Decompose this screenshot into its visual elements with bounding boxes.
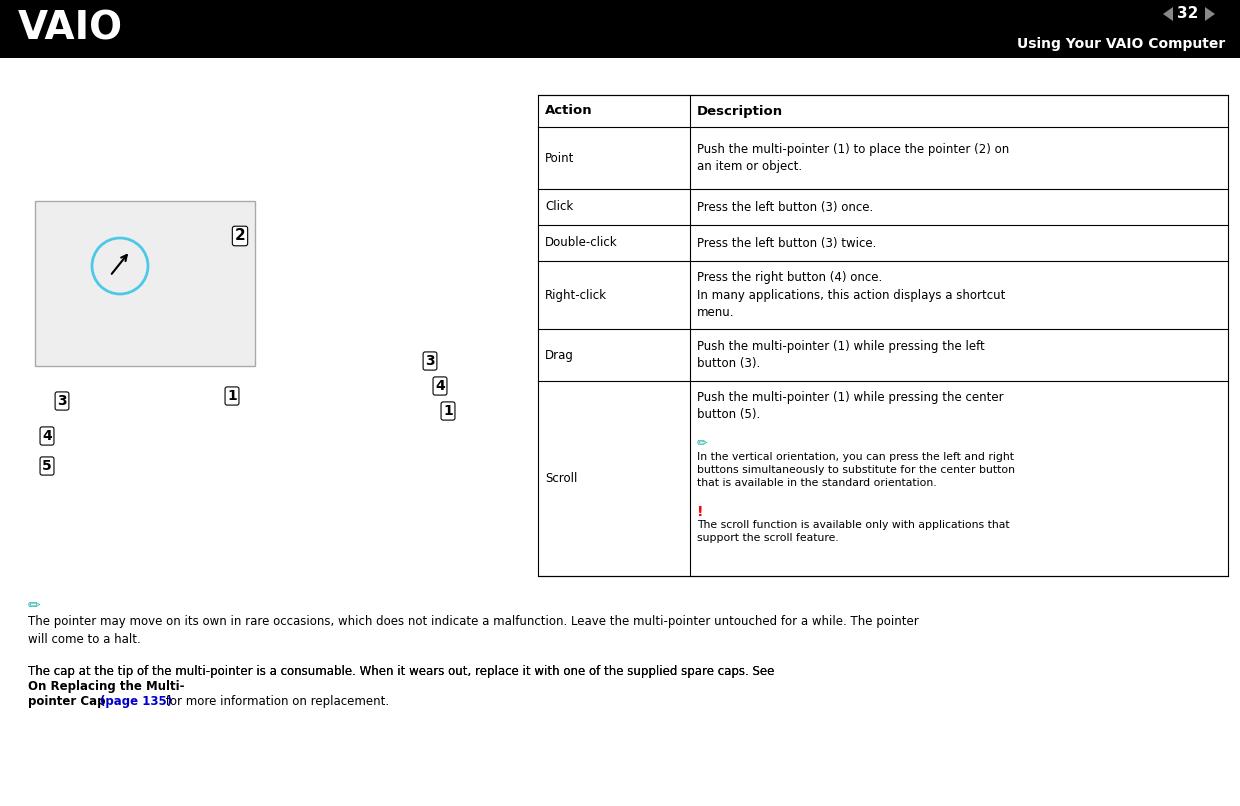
Text: pointer Cap: pointer Cap [29,695,109,708]
Text: Using Your VAIO Computer: Using Your VAIO Computer [1017,37,1225,51]
Text: The scroll function is available only with applications that
support the scroll : The scroll function is available only wi… [697,520,1009,542]
Text: (page 135): (page 135) [100,695,172,708]
Text: VAIO: VAIO [19,9,123,47]
Text: The pointer may move on its own in rare occasions, which does not indicate a mal: The pointer may move on its own in rare … [29,615,919,646]
FancyArrowPatch shape [112,255,126,274]
Text: 2: 2 [234,228,246,243]
Text: Press the left button (3) once.: Press the left button (3) once. [697,201,873,214]
Text: Right-click: Right-click [546,289,608,301]
Text: Press the left button (3) twice.: Press the left button (3) twice. [697,236,877,250]
Text: Description: Description [697,105,784,118]
Text: Scroll: Scroll [546,472,578,485]
Text: Push the multi-pointer (1) while pressing the left
button (3).: Push the multi-pointer (1) while pressin… [697,340,985,370]
Text: Action: Action [546,105,593,118]
Bar [0,0,1240,58]
Text: Push the multi-pointer (1) to place the pointer (2) on
an item or object.: Push the multi-pointer (1) to place the … [697,143,1009,173]
Text: Double-click: Double-click [546,236,618,250]
Text: 3: 3 [425,354,435,368]
Text: Point: Point [546,152,574,164]
Text: 4: 4 [435,379,445,393]
Bar [35,201,255,366]
Bar [538,95,1228,576]
Text: for more information on replacement.: for more information on replacement. [162,695,389,708]
Polygon shape [1205,7,1215,21]
Text: 1: 1 [443,404,453,418]
Text: Click: Click [546,201,573,214]
Text: ✏: ✏ [29,598,41,613]
Text: On Replacing the Multi-: On Replacing the Multi- [29,680,185,693]
Text: Push the multi-pointer (1) while pressing the center
button (5).: Push the multi-pointer (1) while pressin… [697,391,1003,421]
Polygon shape [1163,7,1173,21]
Text: The cap at the tip of the multi-pointer is a consumable. When it wears out, repl: The cap at the tip of the multi-pointer … [29,665,779,678]
Text: ✏: ✏ [697,437,708,450]
Text: 3: 3 [57,394,67,408]
Text: The cap at the tip of the multi-pointer is a consumable. When it wears out, repl: The cap at the tip of the multi-pointer … [29,665,779,678]
Text: Press the right button (4) once.
In many applications, this action displays a sh: Press the right button (4) once. In many… [697,272,1006,318]
Text: !: ! [697,505,703,519]
Text: Drag: Drag [546,348,574,362]
Text: 4: 4 [42,429,52,443]
Text: In the vertical orientation, you can press the left and right
buttons simultaneo: In the vertical orientation, you can pre… [697,452,1016,488]
Text: 1: 1 [227,389,237,403]
Text: 5: 5 [42,459,52,473]
Text: 32: 32 [1177,6,1199,22]
